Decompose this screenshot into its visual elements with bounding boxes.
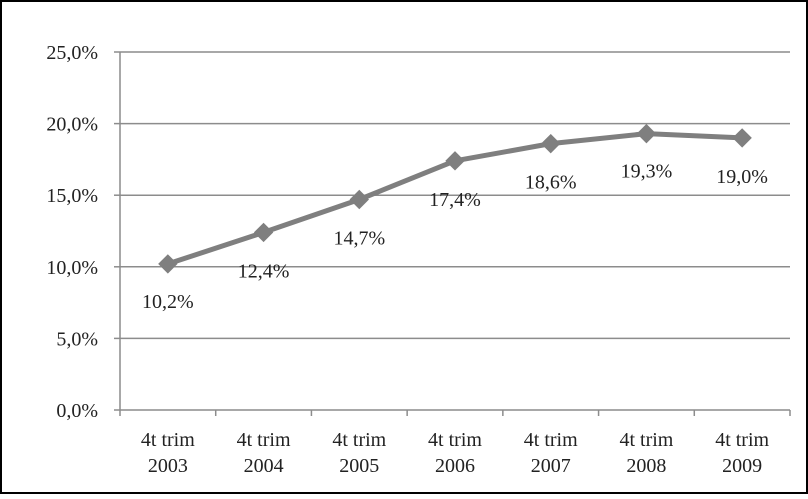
x-tick-label-line: 4t trim [619, 429, 673, 451]
x-tick-label-line: 4t trim [332, 429, 386, 451]
x-tick-label-line: 2007 [531, 455, 571, 477]
data-label: 19,0% [716, 166, 768, 188]
data-label: 18,6% [525, 172, 577, 194]
x-tick-label-line: 4t trim [715, 429, 769, 451]
data-point-marker [253, 222, 274, 243]
data-label: 12,4% [238, 260, 290, 282]
data-label: 17,4% [429, 189, 481, 211]
x-tick-label: 4t trim 2009 [715, 429, 769, 477]
data-label: 10,2% [142, 291, 194, 313]
data-labels: 10,2% 12,4% 14,7% 17,4% 18,6% 19,3% 19,0% [142, 161, 768, 313]
x-tick-label-line: 2009 [722, 455, 762, 477]
data-label: 19,3% [621, 161, 673, 183]
series [158, 123, 752, 274]
x-tick-label-line: 4t trim [428, 429, 482, 451]
x-tick-label-line: 2003 [148, 455, 188, 477]
x-tick-label-line: 2004 [244, 455, 284, 477]
y-tick-label: 20,0% [46, 114, 98, 136]
x-tick-label-line: 2008 [626, 455, 666, 477]
y-tick-labels: 0,0% 5,0% 10,0% 15,0% 20,0% 25,0% [46, 42, 98, 422]
data-label: 14,7% [333, 227, 385, 249]
x-tick-label-line: 4t trim [524, 429, 578, 451]
x-tick-label: 4t trim 2007 [524, 429, 578, 477]
x-tick-label: 4t trim 2005 [332, 429, 386, 477]
x-tick-label: 4t trim 2004 [237, 429, 291, 477]
data-point-marker [732, 128, 752, 148]
x-tick-label: 4t trim 2003 [141, 429, 195, 477]
data-point-marker [636, 123, 657, 144]
gridlines [120, 51, 790, 340]
x-tick-label-line: 2006 [435, 455, 475, 477]
x-tick-label-line: 2005 [339, 455, 379, 477]
y-tick-label: 25,0% [46, 42, 98, 64]
x-tick-label-line: 4t trim [237, 429, 291, 451]
x-tick-label-line: 4t trim [141, 429, 195, 451]
data-point-marker [349, 189, 369, 210]
y-tick-label: 15,0% [46, 185, 98, 207]
data-point-marker [445, 151, 465, 171]
y-tick-label: 10,0% [46, 257, 98, 279]
x-tick-label: 4t trim 2006 [428, 429, 482, 477]
x-tick-label: 4t trim 2008 [619, 429, 673, 477]
data-point-marker [158, 254, 178, 274]
axes [114, 51, 791, 416]
y-tick-label: 5,0% [56, 328, 98, 350]
data-point-marker [541, 133, 561, 154]
y-tick-label: 0,0% [56, 400, 98, 422]
